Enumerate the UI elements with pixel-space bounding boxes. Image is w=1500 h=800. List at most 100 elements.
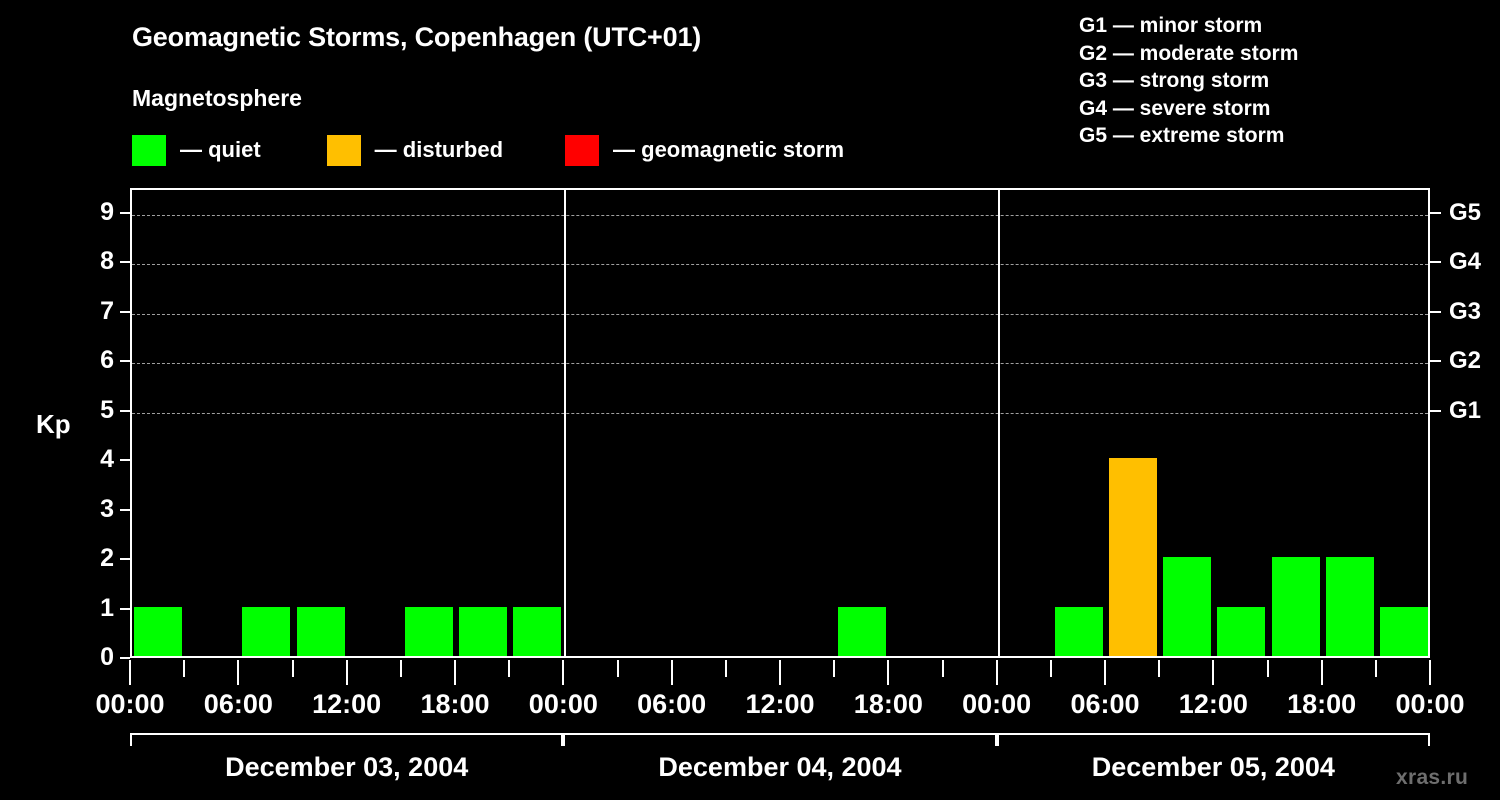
legend-label-storm: — geomagnetic storm (613, 137, 845, 162)
y-axis-tick (120, 261, 130, 264)
legend-entry-storm: — geomagnetic storm (565, 134, 845, 166)
g-scale-tick (1430, 261, 1441, 264)
x-axis-major-tick (1429, 660, 1431, 685)
gscale-legend-item-g4: G4 — severe storm (1079, 96, 1271, 120)
y-axis-tick-label: 3 (100, 494, 114, 523)
x-axis-tick-label: 06:00 (203, 689, 273, 719)
bar (134, 606, 183, 656)
bar (1163, 557, 1212, 656)
gridline (132, 214, 1428, 216)
x-axis-major-tick (129, 660, 131, 685)
x-axis-tick-label: 00:00 (1395, 689, 1465, 719)
y-axis-tick-label: 2 (100, 544, 114, 573)
legend-swatch-storm (565, 134, 600, 166)
y-axis-tick-label: 6 (100, 346, 114, 375)
g-scale-tick (1430, 310, 1441, 313)
legend-entry-disturbed: — disturbed (326, 134, 504, 166)
gridline (132, 363, 1428, 365)
day-label: December 04, 2004 (658, 752, 902, 782)
x-axis-tick-label: 18:00 (1287, 689, 1357, 719)
bar (404, 606, 453, 656)
g-scale-tick-label: G4 (1449, 248, 1482, 276)
plot-area (130, 188, 1430, 658)
y-axis-tick-label: 8 (100, 247, 114, 276)
bar (1379, 606, 1428, 656)
x-axis-tick-label: 12:00 (312, 689, 382, 719)
x-axis-minor-tick (833, 660, 836, 677)
y-axis-tick (120, 310, 130, 313)
y-axis-tick (120, 607, 130, 610)
day-label: December 05, 2004 (1091, 752, 1335, 782)
bar (513, 606, 562, 656)
gscale-legend-item-g1: G1 — minor storm (1079, 14, 1263, 37)
x-axis-tick-label: 18:00 (420, 689, 490, 719)
bar (1054, 606, 1103, 656)
x-axis-major-tick (779, 660, 781, 685)
x-axis-minor-tick (508, 660, 511, 677)
x-axis-tick-label: 18:00 (853, 689, 923, 719)
y-axis-tick (120, 211, 130, 214)
chart-title: Geomagnetic Storms, Copenhagen (UTC+01) (132, 22, 702, 52)
g-scale-tick-label: G1 (1449, 396, 1482, 424)
plot-inner (132, 190, 1428, 656)
x-axis-minor-tick (183, 660, 186, 677)
x-axis-major-tick (345, 660, 348, 685)
x-axis-minor-tick (399, 660, 402, 677)
gscale-legend: G1 — minor storm G2 — moderate storm G3 … (1079, 12, 1298, 150)
y-axis-tick (120, 508, 130, 511)
x-axis-minor-tick (291, 660, 294, 677)
bar (1109, 458, 1158, 656)
legend-label-disturbed: — disturbed (374, 137, 504, 162)
x-axis-major-tick (1320, 660, 1323, 685)
x-axis-tick-label: 12:00 (1178, 689, 1248, 719)
legend-heading: Magnetosphere (132, 85, 302, 111)
g-scale-tick (1430, 360, 1441, 363)
x-axis-major-tick (995, 660, 998, 685)
y-axis-tick (120, 657, 130, 659)
x-axis-minor-tick (1049, 660, 1052, 677)
x-axis-tick-label: 00:00 (528, 689, 598, 719)
g-scale-tick (1430, 211, 1441, 214)
gscale-legend-item-g5: G5 — extreme storm (1079, 124, 1285, 147)
x-axis-major-tick (1212, 660, 1215, 685)
bar (296, 606, 345, 656)
x-axis-major-tick (670, 660, 673, 685)
g-scale-tick-label: G2 (1449, 347, 1482, 375)
y-axis-tick-label: 0 (100, 643, 114, 671)
gridline (132, 313, 1428, 315)
y-axis-tick-label: 5 (100, 395, 114, 424)
g-scale-tick-label: G5 (1449, 198, 1482, 226)
day-bracket (563, 733, 997, 746)
watermark: xras.ru (1396, 766, 1469, 789)
day-label: December 03, 2004 (225, 752, 469, 782)
legend-label-quiet: — quiet (180, 137, 261, 162)
x-axis-minor-tick (724, 660, 727, 677)
x-axis-minor-tick (1374, 660, 1377, 677)
gridline (132, 412, 1428, 414)
gscale-legend-item-g3: G3 — strong storm (1079, 69, 1270, 92)
x-axis-tick-label: 12:00 (745, 689, 815, 719)
y-axis-tick (120, 360, 130, 363)
x-axis-major-tick (1104, 660, 1106, 685)
day-bracket (130, 733, 564, 746)
x-axis-minor-tick (616, 660, 619, 677)
y-axis-tick-label: 1 (100, 593, 114, 622)
y-axis-tick-label: 4 (100, 445, 114, 474)
y-axis-tick (120, 409, 130, 412)
x-axis-major-tick (562, 660, 565, 685)
x-axis-major-tick (237, 660, 240, 685)
bar (1271, 557, 1320, 656)
legend-entry-quiet: — quiet (132, 134, 261, 166)
y-axis-tick-label: 7 (100, 296, 114, 325)
y-axis-tick-label: 9 (100, 197, 114, 226)
bar (1217, 606, 1266, 656)
x-axis-major-tick (454, 660, 456, 685)
bar (838, 606, 887, 656)
x-axis-tick-label: 06:00 (1070, 689, 1140, 719)
y-axis-tick (120, 459, 130, 462)
x-axis-minor-tick (941, 660, 944, 677)
x-axis-major-tick (887, 660, 890, 685)
bar (242, 606, 291, 656)
y-axis-tick (120, 558, 130, 561)
bar (459, 606, 508, 656)
